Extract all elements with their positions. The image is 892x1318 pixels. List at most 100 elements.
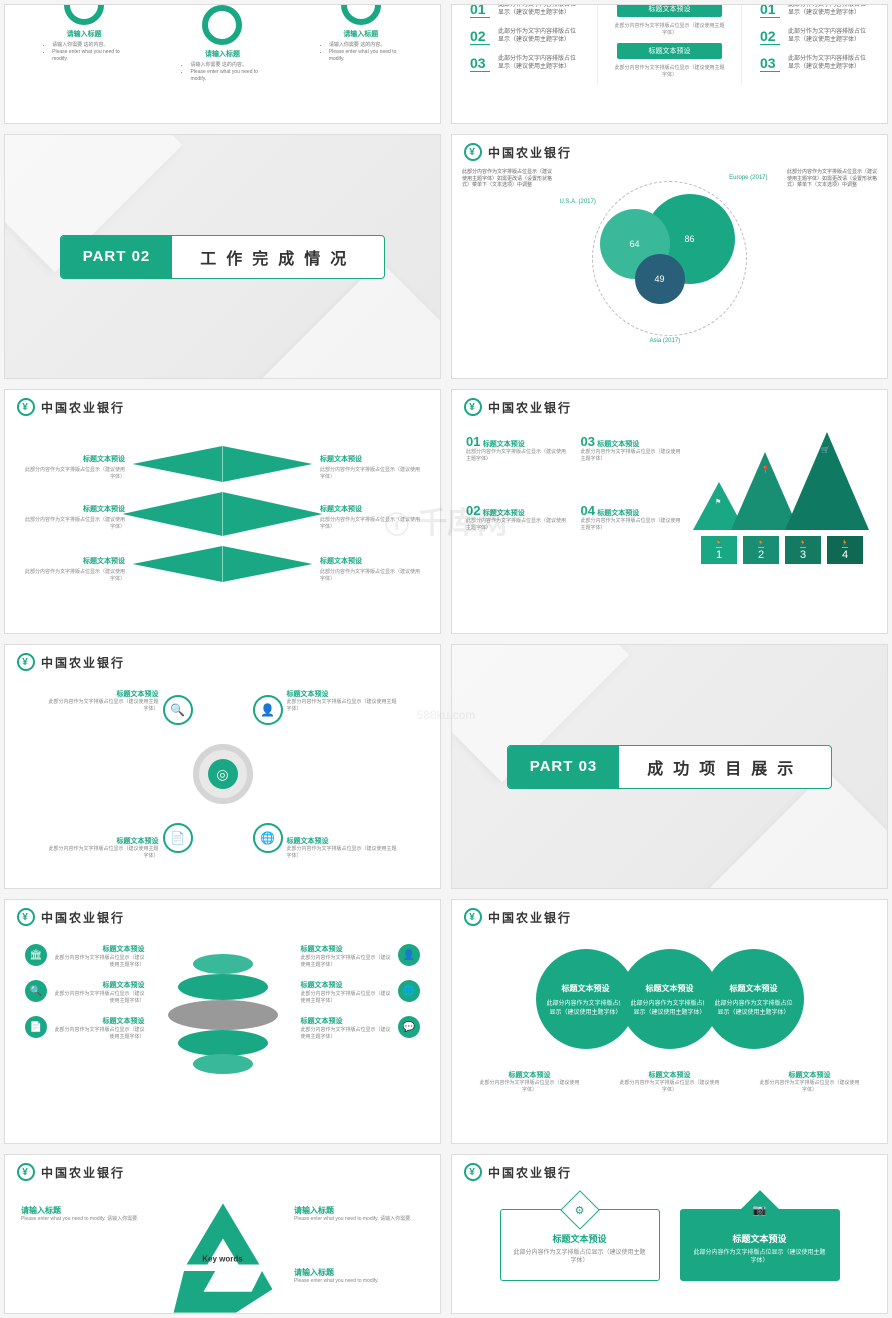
under-item: 标题文本预设此部分内容作为文字排版占位显示（建议使用字体） (480, 1070, 580, 1093)
lens-diagram (163, 944, 283, 1074)
list-item: 🌐标题文本预设此部分内容作为文字排版占位显示（建议使用主题字体） (301, 980, 421, 1004)
center-icon: ◎ (193, 744, 253, 804)
list-item: 👤标题文本预设此部分内容作为文字排版占位显示（建议使用主题字体） (301, 944, 421, 968)
label-eu: Europe (2017) (729, 175, 767, 182)
bubble-asia: 49 (635, 254, 685, 304)
spindle-diagram (123, 434, 323, 604)
doc-icon: 📄 (25, 1016, 47, 1038)
watermark-url: 588ku.com (417, 708, 476, 722)
item-title: 请输入标题 (182, 49, 262, 59)
pill-button: 标题文本预设 (617, 43, 722, 59)
brand-title: 中国农业银行 (488, 909, 572, 926)
slide-quad: ¥ 中国农业银行 ◎ 🔍 👤 📄 🌐 标题文本预设此部分内容作为文字排版占位显示（… (4, 644, 441, 889)
bank-logo-icon: ¥ (17, 1163, 35, 1181)
slide-circles-partial: 请输入标题 请输入你需要 这的内容。 Please enter what you… (4, 4, 441, 124)
bank-icon: 🏛 (25, 944, 47, 966)
item-bullets: 请输入你需要 这的内容。 Please enter what you need … (44, 42, 124, 63)
list-item: 🔍标题文本预设此部分内容作为文字排版占位显示（建议使用主题字体） (25, 980, 145, 1004)
bank-logo-icon: ¥ (464, 143, 482, 161)
slide-part02-title: PART 02 工作完成情况 (4, 134, 441, 379)
venn-note-right: 此部分内容作为文字排版占位显示（建议使用主题字体）如需更改请（设置形状格式）菜单… (787, 169, 877, 339)
slide-numbered-partial: 01此部分作为文字内容排版占位显示（建议使用主题字体） 02此部分作为文字内容排… (451, 4, 888, 124)
brand-title: 中国农业银行 (488, 399, 572, 416)
list-item: 03此部分作为文字内容排版占位显示（建议使用主题字体） (760, 55, 869, 72)
quad-diagram: ◎ 🔍 👤 📄 🌐 标题文本预设此部分内容作为文字排版占位显示（建议使用主题字体… (63, 689, 383, 859)
spindle-item: 标题文本预设此部分内容作为文字排版占位显示（建议使用字体） (25, 556, 125, 582)
brand-title: 中国农业银行 (41, 654, 125, 671)
pyramid-chart: ⚑ 📍 🛒 🏃1 🏃2 🏃3 🏃4 (693, 434, 873, 564)
pin-icon: 📍 (761, 466, 770, 474)
quad-item: 标题文本预设此部分内容作为文字排版占位显示（建议使用主题字体） (49, 836, 159, 859)
flag-icon: ⚑ (715, 498, 721, 506)
slide-pyramid: ¥ 中国农业银行 01 标题文本预设此部分内容作为文字排版占位显示（建议使用主题字… (451, 389, 888, 634)
list-item: 04 标题文本预设此部分内容作为文字排版占位显示（建议使用主题字体） (581, 503, 682, 564)
brand-title: 中国农业银行 (41, 1164, 125, 1181)
search-icon: 🔍 (25, 980, 47, 1002)
bank-logo-icon: ¥ (17, 398, 35, 416)
globe-icon: 🌐 (398, 980, 420, 1002)
bank-logo-icon: ¥ (464, 398, 482, 416)
list-item: 02此部分作为文字内容排版占位显示（建议使用主题字体） (760, 28, 869, 45)
slide-spindle: ¥ 中国农业银行 标题文本预设此部分内容作为文字排版占位显示（建议使用字体） 标题… (4, 389, 441, 634)
list-item: 🏛标题文本预设此部分内容作为文字排版占位显示（建议使用主题字体） (25, 944, 145, 968)
circle-item: 标题文本预设此部分内容作为文字排版占位显示（建议使用主题字体） (704, 949, 804, 1049)
step-marker: 🏃2 (743, 536, 779, 564)
diamond-card: ⚙ 标题文本预设 此部分内容作为文字排版占位显示（建议使用主题字体） (500, 1209, 660, 1281)
slide-recycle: ¥ 中国农业银行 Key words 请输入标题Please enter what… (4, 1154, 441, 1314)
item-title: 请输入标题 (44, 29, 124, 39)
list-item: 💬标题文本预设此部分内容作为文字排版占位显示（建议使用主题字体） (301, 1016, 421, 1040)
brand-title: 中国农业银行 (41, 909, 125, 926)
search-icon: 🔍 (163, 695, 193, 725)
desc-text: 此部分内容作为文字排版占位显示（建议使用主题字体） (604, 21, 735, 39)
brand-title: 中国农业银行 (488, 1164, 572, 1181)
slide-diamond-cards: ¥中国农业银行 ⚙ 标题文本预设 此部分内容作为文字排版占位显示（建议使用主题字… (451, 1154, 888, 1314)
slide-part03-title: PART 03 成功项目展示 (451, 644, 888, 889)
cart-icon: 🛒 (821, 446, 830, 454)
part-label: PART 02 (61, 236, 173, 278)
recycle-item: 请输入标题Please enter what you need to modif… (294, 1205, 424, 1223)
recycle-item: 请输入标题Please enter what you need to modif… (294, 1267, 424, 1285)
user-icon: 👤 (398, 944, 420, 966)
bank-logo-icon: ¥ (17, 653, 35, 671)
user-icon: 👤 (253, 695, 283, 725)
ring-icon (64, 4, 104, 25)
slide-three-circles: ¥中国农业银行 标题文本预设此部分内容作为文字排版占位显示（建议使用主题字体） … (451, 899, 888, 1144)
list-item: 01 标题文本预设此部分内容作为文字排版占位显示（建议使用主题字体） (466, 434, 567, 495)
doc-icon: 📄 (163, 823, 193, 853)
spindle-item: 标题文本预设此部分内容作为文字排版占位显示（建议使用字体） (320, 556, 420, 582)
brand-title: 中国农业银行 (41, 399, 125, 416)
bank-logo-icon: ¥ (464, 908, 482, 926)
diamond-card: 📷 标题文本预设 此部分内容作为文字排版占位显示（建议使用主题字体） (680, 1209, 840, 1281)
quad-item: 标题文本预设此部分内容作为文字排版占位显示（建议使用主题字体） (287, 689, 397, 712)
list-item: 01此部分作为文字内容排版占位显示（建议使用主题字体） (470, 4, 579, 18)
item-bullets: 请输入你需要 这的内容。 Please enter what you need … (321, 42, 401, 63)
pill-button: 标题文本预设 (617, 4, 722, 17)
item-bullets: 请输入你需要 这的内容。 Please enter what you need … (182, 62, 262, 83)
under-item: 标题文本预设此部分内容作为文字排版占位显示（建议使用字体） (620, 1070, 720, 1093)
globe-icon: 🌐 (253, 823, 283, 853)
slide-lens: ¥中国农业银行 🏛标题文本预设此部分内容作为文字排版占位显示（建议使用主题字体）… (4, 899, 441, 1144)
step-marker: 🏃4 (827, 536, 863, 564)
desc-text: 此部分内容作为文字排版占位显示（建议使用主题字体） (604, 63, 735, 81)
list-item: 📄标题文本预设此部分内容作为文字排版占位显示（建议使用主题字体） (25, 1016, 145, 1040)
list-item: 03此部分作为文字内容排版占位显示（建议使用主题字体） (470, 55, 579, 72)
spindle-item: 标题文本预设此部分内容作为文字排版占位显示（建议使用字体） (25, 454, 125, 480)
list-item: 02此部分作为文字内容排版占位显示（建议使用主题字体） (470, 28, 579, 45)
list-item: 03 标题文本预设此部分内容作为文字排版占位显示（建议使用主题字体） (581, 434, 682, 495)
gear-icon: ⚙ (560, 1190, 600, 1230)
list-item: 02 标题文本预设此部分内容作为文字排版占位显示（建议使用主题字体） (466, 503, 567, 564)
item-title: 请输入标题 (321, 29, 401, 39)
quad-item: 标题文本预设此部分内容作为文字排版占位显示（建议使用主题字体） (287, 836, 397, 859)
ring-icon (202, 5, 242, 45)
under-item: 标题文本预设此部分内容作为文字排版占位显示（建议使用字体） (760, 1070, 860, 1093)
quad-item: 标题文本预设此部分内容作为文字排版占位显示（建议使用主题字体） (49, 689, 159, 712)
venn-note-left: 此部分内容作为文字排版占位显示（建议使用主题字体）如需更改请（设置形状格式）菜单… (462, 169, 552, 339)
part-title: 成功项目展示 (619, 746, 831, 788)
slide-venn: ¥ 中国农业银行 此部分内容作为文字排版占位显示（建议使用主题字体）如需更改请（设… (451, 134, 888, 379)
label-asia: Asia (2017) (650, 338, 681, 345)
ring-icon (341, 4, 381, 25)
recycle-diagram: Key words (158, 1193, 288, 1313)
list-item: 01此部分作为文字内容排版占位显示（建议使用主题字体） (760, 4, 869, 18)
brand-title: 中国农业银行 (488, 144, 572, 161)
chat-icon: 💬 (398, 1016, 420, 1038)
